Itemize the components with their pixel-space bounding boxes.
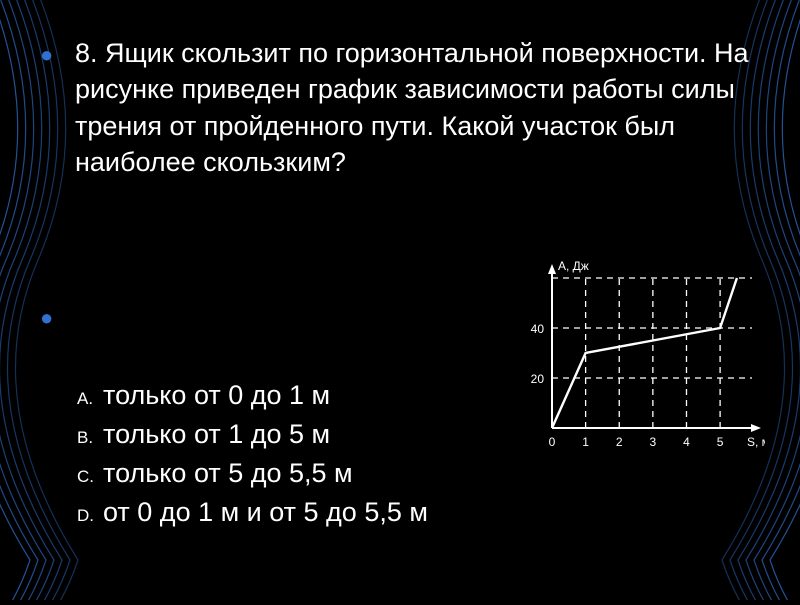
svg-text:S, м: S, м [747,435,765,449]
svg-text:1: 1 [582,435,589,449]
svg-text:0: 0 [549,435,556,449]
svg-text:2: 2 [616,435,623,449]
answer-text: только от 5 до 5,5 м [103,458,353,489]
svg-text:40: 40 [531,322,545,336]
answer-row: A.только от 0 до 1 м [75,380,428,411]
svg-text:3: 3 [650,435,657,449]
svg-text:4: 4 [683,435,690,449]
answer-letter: A. [75,389,103,409]
svg-text:20: 20 [531,372,545,386]
question-body: Ящик скользит по горизонтальной поверхно… [75,38,749,177]
answer-text: только от 1 до 5 м [103,419,330,450]
friction-work-chart: 20 40 0 1 2 3 4 5 А, Дж S, м [510,260,765,455]
bullet-icon: ● [40,42,53,68]
answer-letter: D. [75,506,103,526]
svg-text:5: 5 [717,435,724,449]
answer-row: B.только от 1 до 5 м [75,419,428,450]
answer-row: C.только от 5 до 5,5 м [75,458,428,489]
question-text: 8. Ящик скользит по горизонтальной повер… [75,35,770,181]
svg-text:А, Дж: А, Дж [558,260,589,273]
bullet-icon: ● [40,305,53,331]
answers-list: A.только от 0 до 1 мB.только от 1 до 5 м… [75,380,428,536]
answer-row: D.от 0 до 1 м и от 5 до 5,5 м [75,497,428,528]
answer-text: от 0 до 1 м и от 5 до 5,5 м [103,497,428,528]
question-number: 8. [75,38,98,68]
answer-letter: C. [75,467,103,487]
slide-content: 8. Ящик скользит по горизонтальной повер… [75,35,770,246]
answer-letter: B. [75,428,103,448]
answer-text: только от 0 до 1 м [103,380,330,411]
